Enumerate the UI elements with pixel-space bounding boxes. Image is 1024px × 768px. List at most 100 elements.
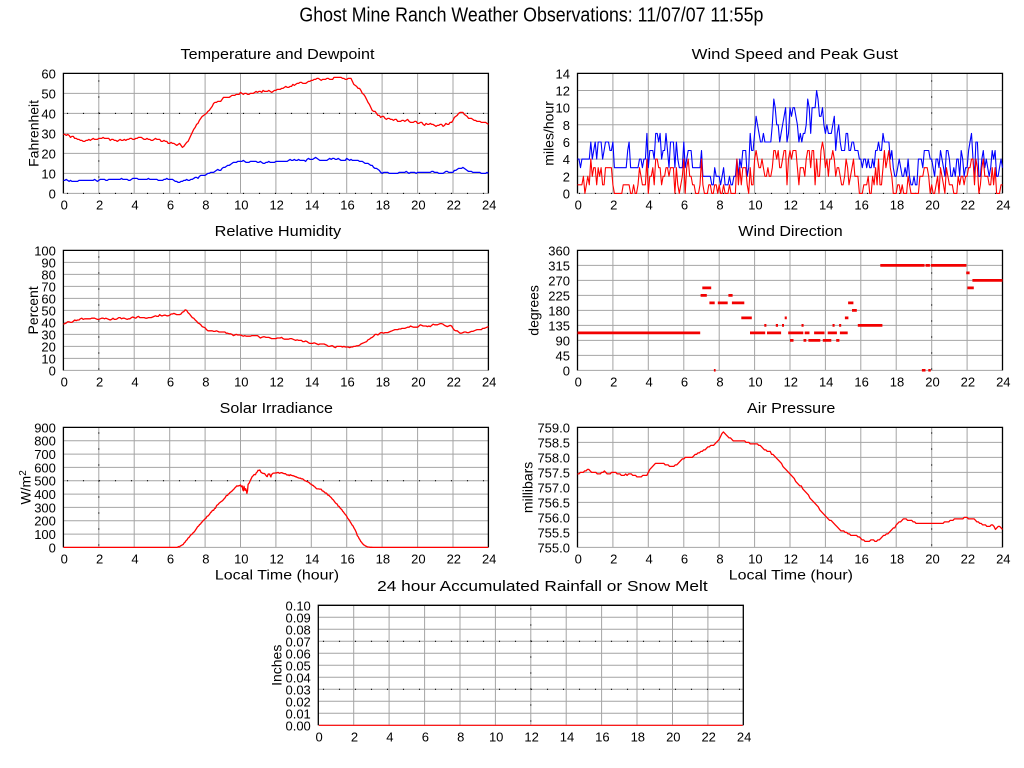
svg-text:16: 16 [595, 730, 609, 745]
svg-text:180: 180 [548, 303, 570, 318]
svg-text:4: 4 [386, 730, 393, 745]
svg-text:0: 0 [315, 730, 322, 745]
svg-text:40: 40 [41, 315, 55, 330]
svg-text:22: 22 [961, 552, 975, 567]
svg-text:10: 10 [234, 198, 248, 213]
svg-text:755.0: 755.0 [537, 540, 570, 555]
svg-text:20: 20 [411, 552, 425, 567]
svg-text:50: 50 [41, 86, 55, 101]
svg-text:20: 20 [41, 339, 55, 354]
svg-text:6: 6 [563, 135, 570, 150]
svg-text:14: 14 [819, 198, 833, 213]
svg-text:756.5: 756.5 [537, 495, 570, 510]
svg-text:24: 24 [482, 375, 496, 390]
svg-text:0.05: 0.05 [285, 658, 310, 673]
svg-text:0: 0 [563, 363, 570, 378]
svg-text:0.10: 0.10 [285, 598, 310, 613]
svg-text:50: 50 [41, 303, 55, 318]
svg-text:200: 200 [34, 514, 56, 529]
svg-text:758.5: 758.5 [537, 435, 570, 450]
svg-text:4: 4 [131, 198, 138, 213]
svg-text:100: 100 [34, 527, 56, 542]
svg-text:700: 700 [34, 447, 56, 462]
svg-text:6: 6 [681, 198, 688, 213]
svg-text:20: 20 [411, 375, 425, 390]
svg-text:2: 2 [610, 552, 617, 567]
svg-text:10: 10 [748, 552, 762, 567]
svg-text:6: 6 [681, 552, 688, 567]
svg-text:20: 20 [925, 552, 939, 567]
svg-text:800: 800 [34, 434, 56, 449]
svg-text:0: 0 [575, 552, 582, 567]
svg-text:0.09: 0.09 [285, 610, 310, 625]
svg-text:18: 18 [890, 375, 904, 390]
svg-text:225: 225 [548, 288, 570, 303]
svg-text:14: 14 [819, 375, 833, 390]
svg-text:18: 18 [376, 198, 390, 213]
svg-text:14: 14 [305, 198, 319, 213]
svg-text:18: 18 [376, 375, 390, 390]
svg-text:20: 20 [41, 146, 55, 161]
svg-text:14: 14 [305, 375, 319, 390]
svg-text:0: 0 [49, 186, 56, 201]
svg-text:30: 30 [41, 327, 55, 342]
svg-text:90: 90 [41, 255, 55, 270]
svg-text:2: 2 [563, 169, 570, 184]
svg-text:Wind Speed and Peak Gust: Wind Speed and Peak Gust [692, 46, 899, 63]
svg-text:0.08: 0.08 [285, 622, 310, 637]
svg-text:755.5: 755.5 [537, 525, 570, 540]
svg-text:45: 45 [556, 348, 570, 363]
svg-text:40: 40 [41, 106, 55, 121]
svg-text:10: 10 [489, 730, 503, 745]
svg-text:24: 24 [482, 552, 496, 567]
svg-text:14: 14 [305, 552, 319, 567]
svg-text:14: 14 [560, 730, 574, 745]
svg-text:759.0: 759.0 [537, 420, 570, 435]
svg-text:22: 22 [447, 552, 461, 567]
svg-text:90: 90 [556, 333, 570, 348]
svg-text:22: 22 [447, 198, 461, 213]
svg-text:8: 8 [716, 375, 723, 390]
svg-text:0.04: 0.04 [285, 670, 310, 685]
svg-text:10: 10 [748, 375, 762, 390]
svg-text:22: 22 [447, 375, 461, 390]
svg-text:0: 0 [61, 552, 68, 567]
svg-text:135: 135 [548, 318, 570, 333]
svg-text:0: 0 [49, 363, 56, 378]
svg-text:Percent: Percent [25, 286, 41, 334]
svg-text:8: 8 [202, 552, 209, 567]
svg-text:6: 6 [681, 375, 688, 390]
svg-text:millibars: millibars [520, 462, 536, 513]
svg-text:16: 16 [340, 552, 354, 567]
svg-text:757.0: 757.0 [537, 480, 570, 495]
svg-text:24: 24 [482, 198, 496, 213]
svg-text:12: 12 [269, 552, 283, 567]
svg-text:70: 70 [41, 279, 55, 294]
svg-text:8: 8 [457, 730, 464, 745]
svg-text:12: 12 [269, 375, 283, 390]
svg-text:757.5: 757.5 [537, 465, 570, 480]
svg-text:6: 6 [167, 375, 174, 390]
svg-text:Local Time (hour): Local Time (hour) [215, 567, 339, 583]
svg-text:0.07: 0.07 [285, 634, 310, 649]
svg-text:270: 270 [548, 273, 570, 288]
svg-text:16: 16 [854, 552, 868, 567]
svg-text:4: 4 [563, 152, 570, 167]
svg-text:2: 2 [610, 198, 617, 213]
svg-text:Fahrenheit: Fahrenheit [26, 100, 42, 167]
svg-text:360: 360 [548, 243, 570, 258]
svg-text:22: 22 [961, 198, 975, 213]
svg-text:315: 315 [548, 258, 570, 273]
svg-text:8: 8 [563, 118, 570, 133]
svg-text:18: 18 [890, 198, 904, 213]
svg-text:0: 0 [49, 540, 56, 555]
svg-text:756.0: 756.0 [537, 510, 570, 525]
svg-text:2: 2 [351, 730, 358, 745]
svg-text:4: 4 [131, 552, 138, 567]
svg-text:Local Time (hour): Local Time (hour) [729, 567, 853, 583]
svg-text:400: 400 [34, 487, 56, 502]
svg-text:60: 60 [41, 291, 55, 306]
svg-text:0.06: 0.06 [285, 646, 310, 661]
svg-text:20: 20 [925, 198, 939, 213]
svg-text:Wind Direction: Wind Direction [738, 223, 842, 240]
